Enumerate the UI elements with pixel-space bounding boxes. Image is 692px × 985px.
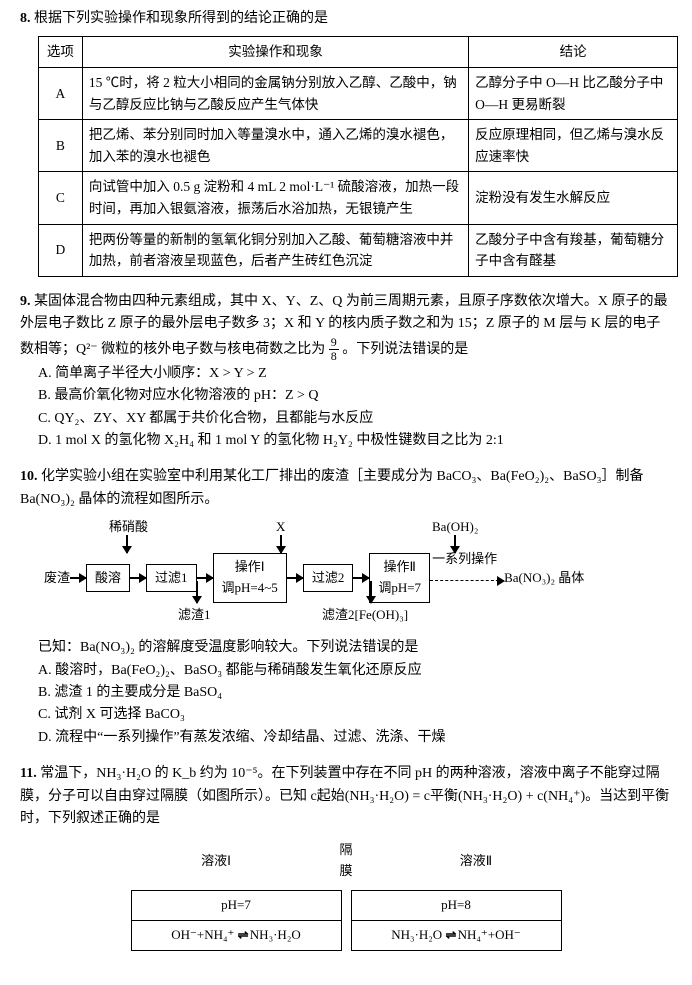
flow-start: 废渣 <box>44 568 70 589</box>
q11-r2a: OH⁻+NH₄⁺ ⇌ NH₃·H₂O <box>131 920 341 950</box>
q11-r2a-r: NH₃·H₂O <box>250 927 301 942</box>
q11-r2b-l: NH₃·H₂O <box>391 927 442 942</box>
flow-down2: 滤渣2[Fe(OH)₃] <box>322 605 408 626</box>
q8-a-ops: 15 ℃时，将 2 粒大小相同的金属钠分别放入乙醇、乙酸中，钠与乙醇反应比钠与乙… <box>82 67 468 119</box>
q10-stem2: 已知：Ba(NO₃)₂ 的溶解度受温度影响较大。下列说法错误的是 <box>38 637 672 659</box>
q8-row-b: B 把乙烯、苯分别同时加入等量溴水中，通入乙烯的溴水褪色，加入苯的溴水也褪色 反… <box>39 120 678 172</box>
q8-h2: 实验操作和现象 <box>82 37 468 68</box>
q11-h1: 溶液Ⅰ <box>111 836 321 884</box>
q11-num: 11. <box>20 766 37 781</box>
q8-c-opt: C <box>39 172 83 224</box>
q8-b-conc: 反应原理相同，但乙烯与溴水反应速率快 <box>469 120 678 172</box>
q9-num: 9. <box>20 294 31 309</box>
q8-b-ops: 把乙烯、苯分别同时加入等量溴水中，通入乙烯的溴水褪色，加入苯的溴水也褪色 <box>82 120 468 172</box>
q11-r2a-l: OH⁻+NH₄⁺ <box>171 927 234 942</box>
q9-opt-a: A. 简单离子半径大小顺序：X > Y > Z <box>38 363 672 385</box>
q9-frac-num: 9 <box>329 336 339 350</box>
flow-step5b: 调pH=7 <box>378 578 421 599</box>
flow-step5: 操作Ⅱ 调pH=7 <box>369 553 430 603</box>
flow-arrow-in2 <box>280 535 282 553</box>
q8-b-opt: B <box>39 120 83 172</box>
q10-opt-c: C. 试剂 X 可选择 BaCO₃ <box>38 704 672 726</box>
q11-r2b: NH₃·H₂O ⇌ NH₄⁺+OH⁻ <box>351 920 561 950</box>
q11-mid <box>341 890 351 950</box>
flow-a3 <box>287 577 303 579</box>
q8-d-ops: 把两份等量的新制的氢氧化铜分别加入乙酸、葡萄糖溶液中并加热，前者溶液呈现蓝色，后… <box>82 224 468 276</box>
q8-row-a: A 15 ℃时，将 2 粒大小相同的金属钠分别放入乙醇、乙酸中，钠与乙醇反应比钠… <box>39 67 678 119</box>
q11-diagram-header: 溶液Ⅰ 隔膜 溶液Ⅱ <box>111 836 581 884</box>
flow-arrow-in1 <box>126 535 128 553</box>
flow-step3a: 操作Ⅰ <box>222 557 278 578</box>
q8-a-opt: A <box>39 67 83 119</box>
flow-down1: 滤渣1 <box>178 605 211 626</box>
question-8: 8. 根据下列实验操作和现象所得到的结论正确的是 选项 实验操作和现象 结论 A… <box>20 8 672 277</box>
equil-arrow-icon: ⇌ <box>238 925 247 946</box>
flow-op: 一系列操作 <box>432 549 497 570</box>
q8-d-opt: D <box>39 224 83 276</box>
question-11: 11. 常温下，NH₃·H₂O 的 K_b 约为 10⁻⁵。在下列装置中存在不同… <box>20 763 672 950</box>
q11-r1a: pH=7 <box>131 890 341 920</box>
flow-step5a: 操作Ⅱ <box>378 557 421 578</box>
q11-h2: 溶液Ⅱ <box>371 836 581 884</box>
flow-step2: 过滤1 <box>146 564 197 593</box>
q8-row-d: D 把两份等量的新制的氢氧化铜分别加入乙酸、葡萄糖溶液中并加热，前者溶液呈现蓝色… <box>39 224 678 276</box>
q8-c-ops: 向试管中加入 0.5 g 淀粉和 4 mL 2 mol·L⁻¹ 硫酸溶液，加热一… <box>82 172 468 224</box>
q11-stem: 常温下，NH₃·H₂O 的 K_b 约为 10⁻⁵。在下列装置中存在不同 pH … <box>20 766 669 826</box>
q11-r1b: pH=8 <box>351 890 561 920</box>
q8-table: 选项 实验操作和现象 结论 A 15 ℃时，将 2 粒大小相同的金属钠分别放入乙… <box>38 36 678 276</box>
flow-a1 <box>130 577 146 579</box>
q10-opt-a: A. 酸溶时，Ba(FeO₂)₂、BaSO₃ 都能与稀硝酸发生氧化还原反应 <box>38 660 672 682</box>
q10-stem: 化学实验小组在实验室中利用某化工厂排出的废渣［主要成分为 BaCO₃、Ba(Fe… <box>20 469 643 506</box>
q9-frac-den: 8 <box>329 350 339 363</box>
flow-a4 <box>353 577 369 579</box>
flow-arrow-d2 <box>370 581 372 603</box>
q8-header-row: 选项 实验操作和现象 结论 <box>39 37 678 68</box>
q9-stem-2: 。下列说法错误的是 <box>342 341 468 356</box>
q8-d-conc: 乙酸分子中含有羧基，葡萄糖分子中含有醛基 <box>469 224 678 276</box>
q8-stem: 根据下列实验操作和现象所得到的结论正确的是 <box>34 11 328 26</box>
q10-opt-b: B. 滤渣 1 的主要成分是 BaSO₄ <box>38 682 672 704</box>
q9-opt-c: C. QY₂、ZY、XY 都属于共价化合物，且都能与水反应 <box>38 408 672 430</box>
flow-arrow-d1 <box>196 581 198 603</box>
flow-a0 <box>70 577 86 579</box>
q9-fraction: 9 8 <box>329 336 339 363</box>
q8-a-conc: 乙醇分子中 O—H 比乙酸分子中 O—H 更易断裂 <box>469 67 678 119</box>
q8-row-c: C 向试管中加入 0.5 g 淀粉和 4 mL 2 mol·L⁻¹ 硫酸溶液，加… <box>39 172 678 224</box>
q10-flowchart: 稀硝酸 X Ba(OH)₂ 废渣 酸溶 过滤1 操作Ⅰ 调pH=4~5 过滤2 … <box>54 519 672 629</box>
question-10: 10. 化学实验小组在实验室中利用某化工厂排出的废渣［主要成分为 BaCO₃、B… <box>20 466 672 749</box>
flow-step4: 过滤2 <box>303 564 354 593</box>
q10-opt-d: D. 流程中“一系列操作”有蒸发浓缩、冷却结晶、过滤、洗涤、干燥 <box>38 727 672 749</box>
flow-out: Ba(NO₃)₂ 晶体 <box>504 568 584 589</box>
flow-step3: 操作Ⅰ 调pH=4~5 <box>213 553 287 603</box>
equil-arrow-icon: ⇌ <box>445 925 454 946</box>
flow-a5 <box>430 580 504 581</box>
q11-row1: pH=7 pH=8 <box>131 890 561 920</box>
q8-num: 8. <box>20 11 31 26</box>
q8-h1: 选项 <box>39 37 83 68</box>
q8-c-conc: 淀粉没有发生水解反应 <box>469 172 678 224</box>
q9-opt-d: D. 1 mol X 的氢化物 X₂H₄ 和 1 mol Y 的氢化物 H₂Y₂… <box>38 430 672 452</box>
q8-h3: 结论 <box>469 37 678 68</box>
flow-step3b: 调pH=4~5 <box>222 578 278 599</box>
q10-num: 10. <box>20 469 38 484</box>
flow-step1: 酸溶 <box>86 564 130 593</box>
question-9: 9. 某固体混合物由四种元素组成，其中 X、Y、Z、Q 为前三周期元素，且原子序… <box>20 291 672 453</box>
flow-in-1: 稀硝酸 <box>109 517 148 538</box>
q11-diagram-body: pH=7 pH=8 OH⁻+NH₄⁺ ⇌ NH₃·H₂O NH₃·H₂O ⇌ N… <box>131 890 562 951</box>
q11-r2b-r: NH₄⁺+OH⁻ <box>458 927 521 942</box>
q11-hmid: 隔膜 <box>321 836 371 884</box>
q9-opt-b: B. 最高价氧化物对应水化物溶液的 pH：Z > Q <box>38 385 672 407</box>
flow-a2 <box>197 577 213 579</box>
